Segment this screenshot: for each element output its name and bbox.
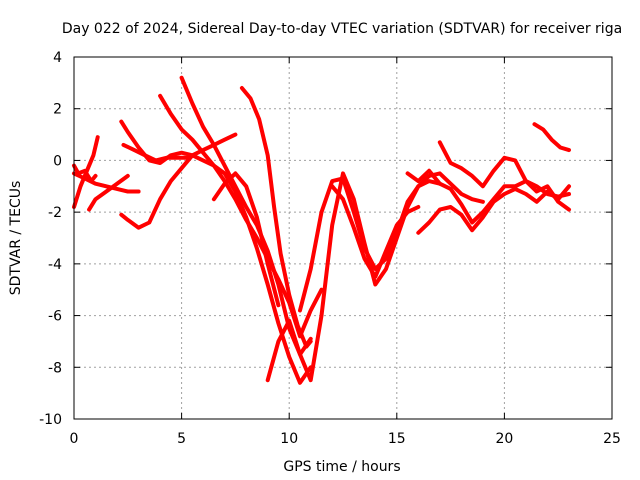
series-s4 (72, 163, 98, 184)
x-tick-label: 25 (603, 431, 621, 447)
x-tick-label: 20 (495, 431, 513, 447)
series-s9 (179, 75, 313, 357)
x-tick-label: 10 (280, 431, 298, 447)
series-s8 (158, 93, 324, 339)
y-tick-label: 2 (53, 102, 62, 118)
series-s14 (330, 184, 421, 279)
y-tick-label: -10 (39, 412, 62, 428)
series-s10 (239, 86, 313, 349)
x-axis-label: GPS time / hours (283, 459, 400, 475)
series-s11 (211, 171, 281, 308)
series-s16 (437, 140, 571, 212)
x-tick-label: 5 (177, 431, 186, 447)
series-s18 (532, 122, 571, 153)
data-series (72, 75, 571, 385)
series-s3 (87, 173, 130, 212)
plot-frame (73, 56, 613, 420)
series-s2 (72, 171, 141, 194)
y-tick-label: 4 (53, 50, 62, 66)
series-s13 (298, 176, 442, 313)
y-tick-label: 0 (53, 153, 62, 169)
chart-title: Day 022 of 2024, Sidereal Day-to-day VTE… (62, 21, 622, 37)
tick-labels: 0 5 10 15 20 25 -10 -8 -6 -4 -2 0 2 4 (39, 50, 621, 447)
axis-ticks (73, 56, 613, 420)
series-s7 (121, 142, 191, 163)
y-tick-label: -2 (48, 205, 62, 221)
series-s12 (265, 171, 485, 383)
series-s17 (416, 184, 571, 235)
x-tick-label: 15 (388, 431, 406, 447)
y-tick-label: -8 (48, 360, 62, 376)
y-tick-label: -4 (48, 257, 62, 273)
grid-lines (74, 57, 612, 419)
x-tick-label: 0 (70, 431, 79, 447)
y-axis-label: SDTVAR / TECUs (8, 181, 24, 296)
y-tick-label: -6 (48, 309, 62, 325)
